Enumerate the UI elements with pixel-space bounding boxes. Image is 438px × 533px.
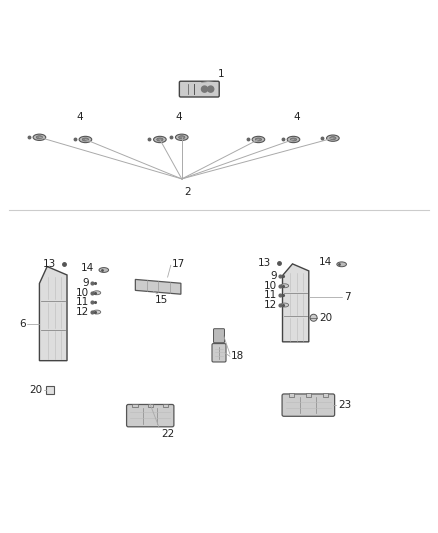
Text: 4: 4 [175, 112, 182, 122]
Text: 20: 20 [320, 313, 333, 323]
FancyBboxPatch shape [282, 394, 335, 416]
Bar [289, 393, 294, 397]
Circle shape [201, 86, 208, 92]
Ellipse shape [176, 134, 188, 140]
Ellipse shape [33, 134, 46, 140]
Text: 14: 14 [81, 263, 94, 273]
Ellipse shape [93, 291, 101, 295]
Text: 7: 7 [344, 292, 350, 302]
Polygon shape [39, 266, 67, 361]
Ellipse shape [287, 136, 300, 143]
Text: 22: 22 [161, 430, 174, 439]
FancyBboxPatch shape [214, 329, 224, 343]
Polygon shape [135, 279, 181, 294]
Ellipse shape [337, 262, 346, 266]
Ellipse shape [93, 310, 101, 314]
Bar [323, 393, 328, 397]
Text: 9: 9 [82, 278, 89, 288]
Text: 12: 12 [264, 300, 277, 310]
Ellipse shape [82, 138, 88, 141]
Ellipse shape [327, 135, 339, 141]
FancyBboxPatch shape [127, 405, 174, 427]
Bar [132, 403, 138, 407]
Ellipse shape [157, 138, 163, 141]
Text: 6: 6 [19, 319, 25, 329]
Ellipse shape [330, 136, 336, 140]
Text: 14: 14 [319, 257, 332, 267]
Bar [306, 393, 311, 397]
Polygon shape [283, 264, 309, 342]
Text: 4: 4 [293, 112, 300, 122]
Ellipse shape [179, 136, 185, 139]
Text: 17: 17 [172, 259, 185, 269]
Text: 9: 9 [270, 271, 277, 281]
FancyBboxPatch shape [180, 81, 219, 97]
Text: 18: 18 [231, 351, 244, 361]
Text: 10: 10 [76, 288, 89, 298]
Bar [46, 386, 54, 393]
Ellipse shape [79, 136, 92, 143]
Text: 12: 12 [76, 307, 89, 317]
Ellipse shape [99, 268, 109, 272]
Text: 13: 13 [43, 259, 56, 269]
Text: 15: 15 [155, 295, 168, 305]
Ellipse shape [290, 138, 297, 141]
Ellipse shape [255, 138, 261, 141]
FancyBboxPatch shape [212, 344, 226, 362]
Bar [163, 403, 168, 407]
Text: 11: 11 [76, 297, 89, 308]
Text: 20: 20 [29, 385, 42, 394]
Text: 1: 1 [218, 69, 224, 79]
Text: 11: 11 [264, 290, 277, 301]
Ellipse shape [154, 136, 166, 143]
Text: 4: 4 [77, 112, 83, 122]
Bar [148, 403, 153, 407]
Text: 10: 10 [264, 281, 277, 291]
Ellipse shape [36, 136, 42, 139]
Circle shape [310, 314, 317, 321]
Circle shape [208, 86, 214, 92]
Text: 13: 13 [258, 258, 272, 268]
Ellipse shape [252, 136, 265, 143]
Text: 2: 2 [184, 187, 191, 197]
Ellipse shape [281, 284, 289, 288]
Ellipse shape [281, 303, 289, 307]
Text: 23: 23 [339, 400, 352, 410]
